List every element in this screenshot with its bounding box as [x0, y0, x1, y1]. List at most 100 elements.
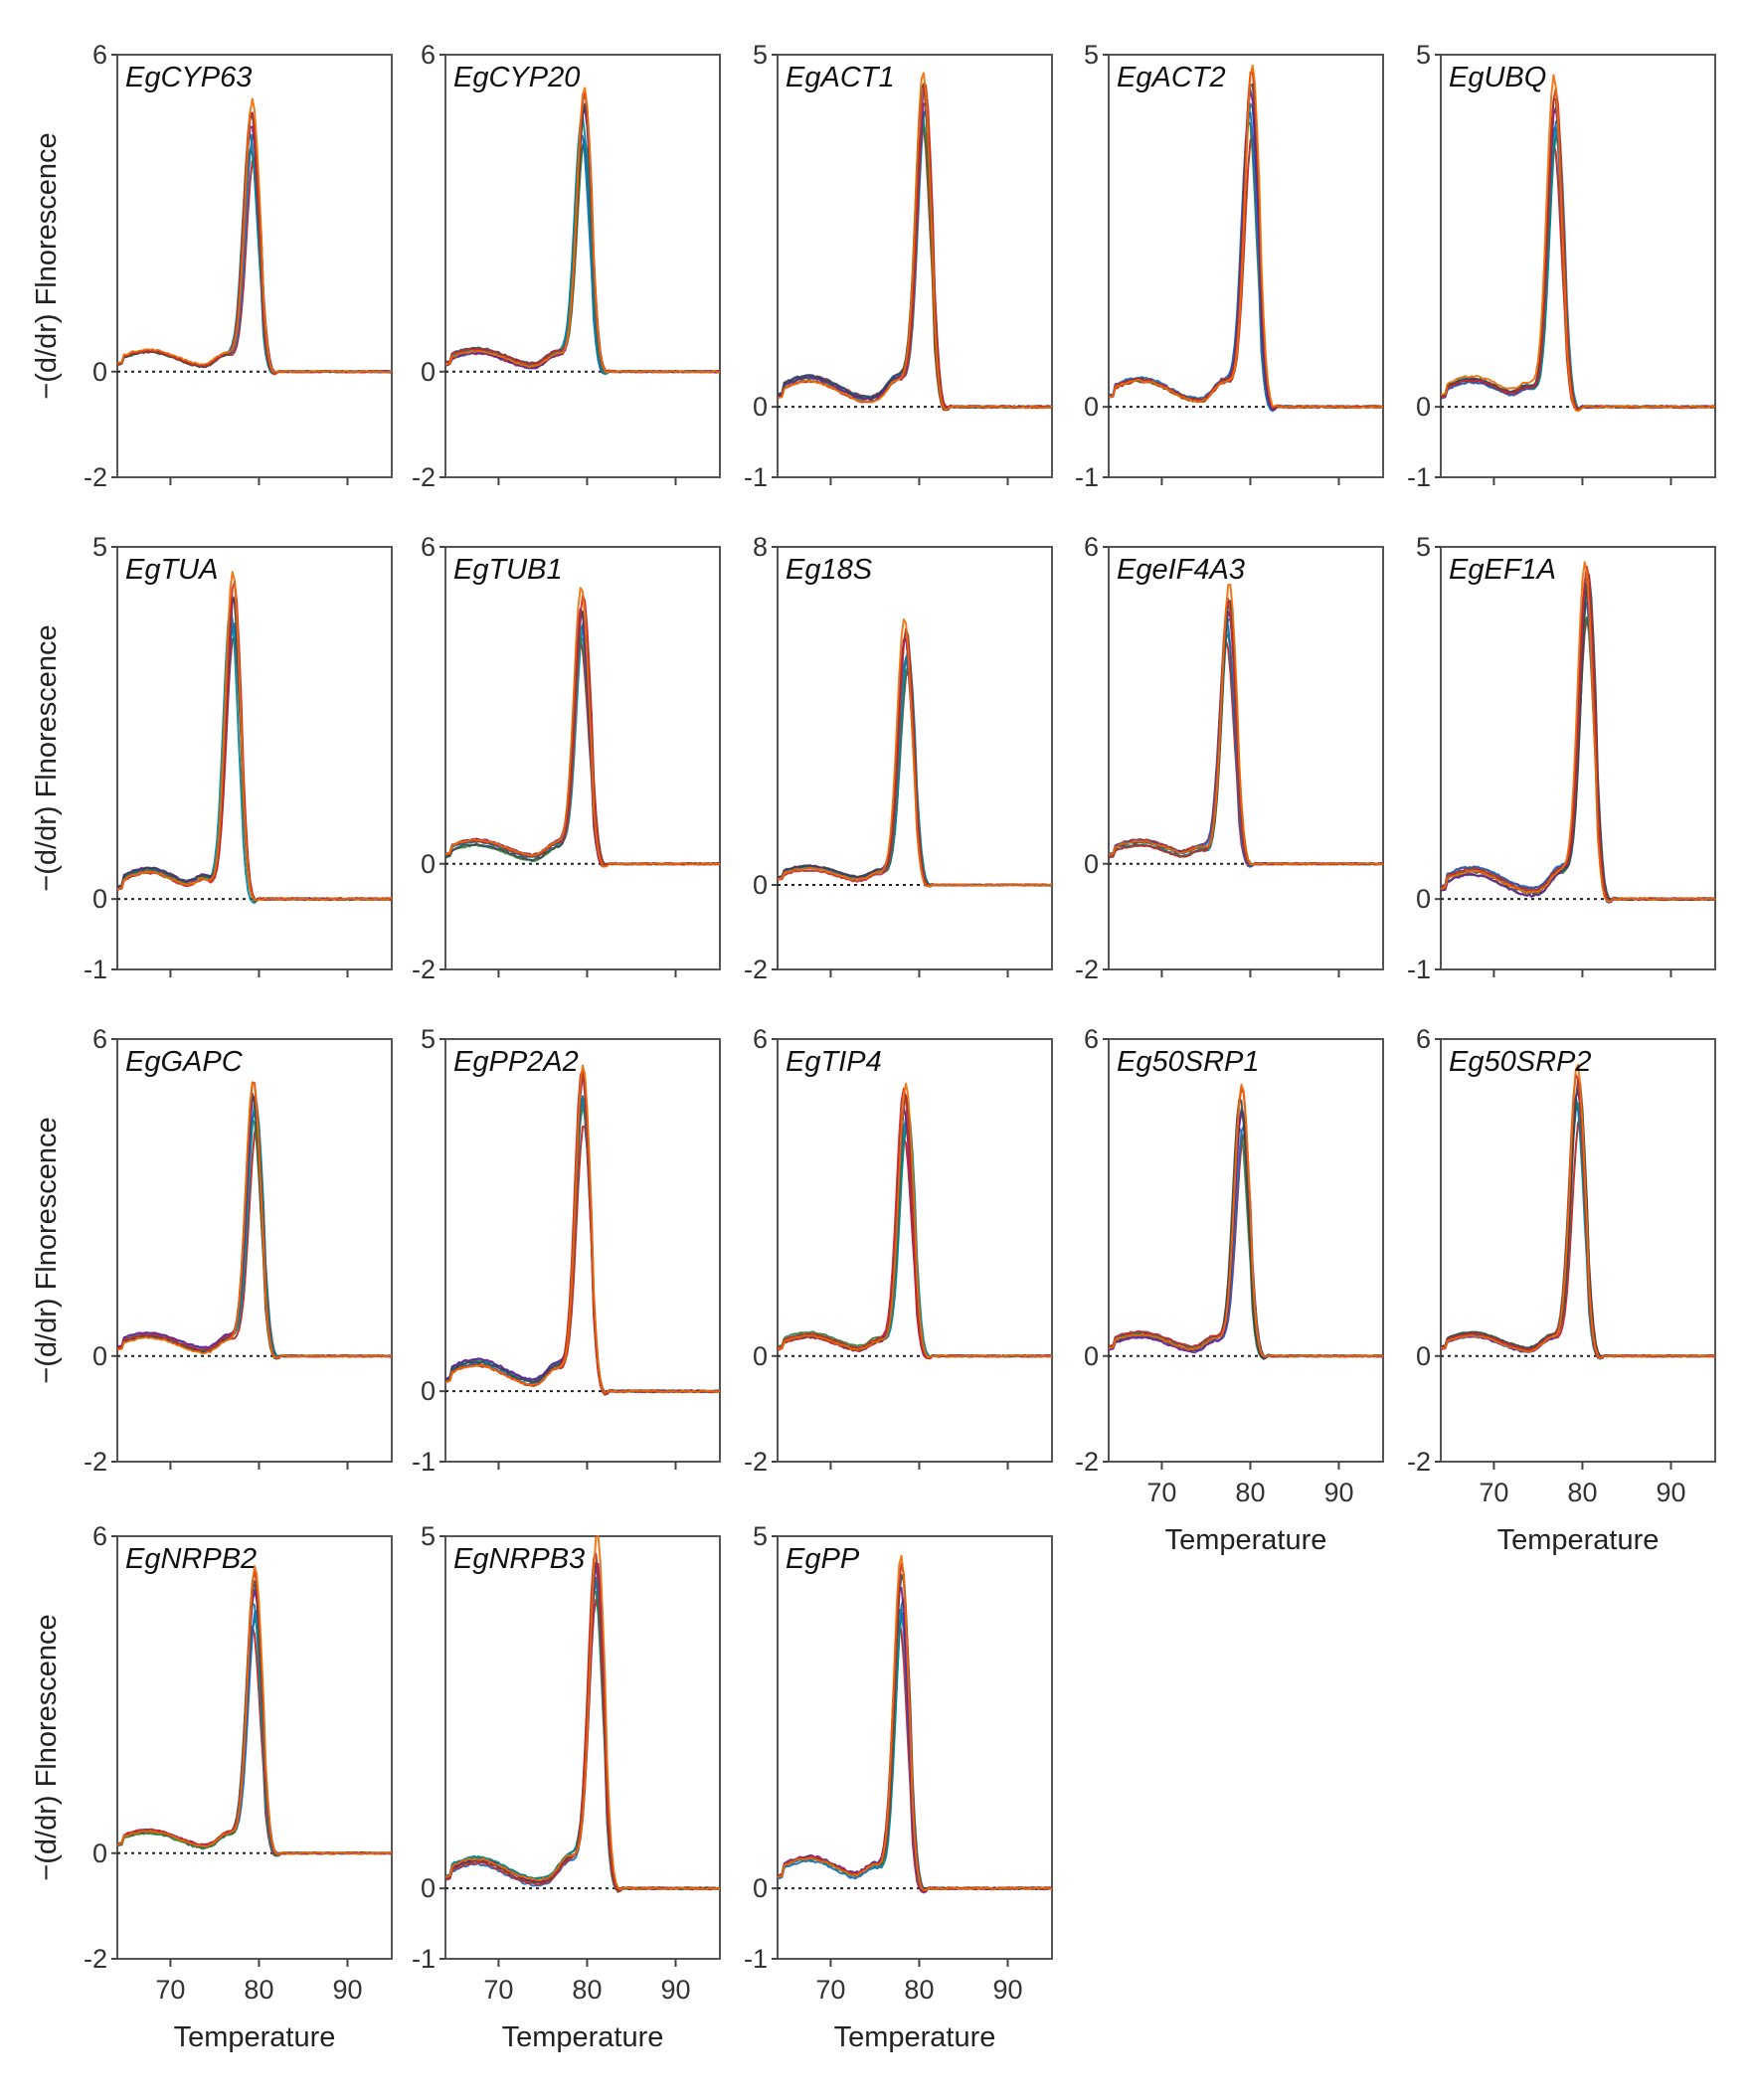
melt-curve [777, 618, 1053, 888]
melt-curve [444, 87, 721, 374]
panel-eg50srp2: 6 0 -2 70 80 90 Temperature Eg50SRP2 [1407, 1024, 1716, 1556]
melt-curve [1440, 1118, 1716, 1358]
y-tick-label: 0 [1084, 1341, 1099, 1371]
melt-curve [116, 623, 393, 902]
y-tick-label: 6 [753, 1024, 768, 1054]
y-tick-label: 5 [92, 532, 107, 562]
y-tick-label: -1 [412, 1447, 436, 1477]
y-tick-label: 5 [1416, 40, 1431, 70]
y-tick-label: 0 [92, 1838, 107, 1868]
panel-egeif4a3: 6 0 -2 EgeIF4A3 [1075, 532, 1384, 984]
melt-curve [444, 1068, 721, 1396]
y-tick-label: -2 [84, 462, 107, 492]
melt-curve [1108, 1083, 1384, 1358]
y-tick-label: 6 [92, 1024, 107, 1054]
y-axis-title: −(d/dr) Flnorescence [31, 1614, 63, 1880]
y-tick-label: 5 [421, 1521, 436, 1551]
x-tick-label: 70 [815, 1975, 845, 2005]
plot-frame [116, 54, 393, 478]
x-axis-title: Temperature [174, 2021, 336, 2053]
y-tick-label: 8 [753, 532, 768, 562]
melt-curve [1108, 639, 1384, 868]
y-tick-label: 6 [1084, 1024, 1099, 1054]
melt-curve [1440, 1063, 1716, 1360]
x-tick-label: 90 [1323, 1478, 1353, 1507]
x-tick-label: 70 [155, 1975, 185, 2005]
melt-curve [444, 1535, 721, 1891]
y-tick-label: 6 [1416, 1024, 1431, 1054]
melt-curve [116, 1565, 392, 1855]
melt-curve [444, 1562, 721, 1891]
melt-curve [444, 1598, 721, 1892]
x-tick-label: 70 [1146, 1478, 1176, 1507]
y-tick-label: -2 [412, 462, 436, 492]
panel-title: EgPP [786, 1543, 860, 1575]
melt-curve [444, 134, 721, 375]
panel-title: EgPP2A2 [453, 1046, 579, 1078]
melt-curve [444, 1576, 721, 1893]
x-axis-title: Temperature [1497, 1524, 1660, 1556]
melt-curve [116, 596, 393, 903]
x-tick-label: 80 [572, 1975, 602, 2005]
melt-curve [444, 1580, 721, 1892]
melt-curve [444, 1095, 721, 1395]
y-tick-label: -1 [1407, 955, 1431, 984]
panel-title: EgEF1A [1449, 554, 1556, 586]
melt-curve [1440, 143, 1716, 412]
y-tick-label: 0 [1084, 849, 1099, 879]
plot-frame [1108, 1038, 1384, 1463]
melt-curve [444, 1074, 721, 1394]
x-tick-label: 80 [1567, 1478, 1597, 1507]
melt-curve [1109, 611, 1384, 866]
plot-frame [444, 1038, 721, 1463]
y-tick-label: -1 [1407, 462, 1431, 492]
melt-curve [444, 634, 721, 868]
melt-curve [116, 581, 393, 902]
plot-frame [1108, 546, 1384, 970]
y-tick-label: -2 [412, 955, 436, 984]
x-axis-title: Temperature [502, 2021, 664, 2053]
y-tick-label: 0 [753, 1873, 768, 1903]
panel-egact1: 5 0 -1 EgACT1 [744, 40, 1053, 492]
panel-title: EgTUB1 [453, 554, 563, 586]
y-tick-label: -2 [1075, 955, 1099, 984]
melt-curve [1440, 106, 1716, 411]
melt-curve [1108, 583, 1384, 866]
x-tick-label: 90 [992, 1975, 1022, 2005]
panel-egtua: 5 0 -1 −(d/dr) Flnorescence EgTUA [31, 532, 393, 984]
melt-curve [777, 629, 1053, 888]
melt-curve [1440, 74, 1716, 413]
melt-curve [1108, 70, 1384, 410]
plot-frame [777, 54, 1053, 478]
y-tick-label: -1 [1075, 462, 1099, 492]
y-tick-label: 0 [753, 870, 768, 900]
melt-curve [444, 1561, 721, 1892]
melt-curve [1440, 88, 1716, 410]
y-tick-label: 0 [1084, 392, 1099, 422]
panel-egpp: 5 0 -1 70 80 90 Temperature EgPP [744, 1521, 1053, 2053]
melt-curve [1440, 1102, 1716, 1360]
melt-curve [1108, 64, 1384, 410]
plot-frame [777, 1038, 1053, 1463]
panel-title: EgCYP20 [453, 62, 580, 93]
melt-curve [1108, 598, 1384, 866]
y-tick-label: -2 [1407, 1447, 1431, 1477]
x-tick-label: 80 [1235, 1478, 1265, 1507]
panel-title: EgTUA [125, 554, 218, 586]
panel-title: EgTIP4 [786, 1046, 882, 1078]
x-tick-label: 70 [483, 1975, 513, 2005]
plot-frame [444, 546, 721, 970]
y-tick-label: 6 [421, 532, 436, 562]
melt-curve [1108, 600, 1384, 866]
melt-curve [116, 597, 393, 902]
melt-curve [116, 1609, 393, 1855]
panel-egact2: 5 0 -1 EgACT2 [1075, 40, 1384, 492]
y-axis-title: −(d/dr) Flnorescence [31, 624, 63, 891]
melt-curve [444, 1104, 721, 1396]
panel-eggapc: 6 0 -2 −(d/dr) Flnorescence EgGAPC [31, 1024, 393, 1477]
panel-title: Eg18S [786, 554, 873, 586]
plot-frame [444, 1535, 721, 1960]
y-tick-label: 0 [753, 392, 768, 422]
y-tick-label: -1 [84, 955, 107, 984]
